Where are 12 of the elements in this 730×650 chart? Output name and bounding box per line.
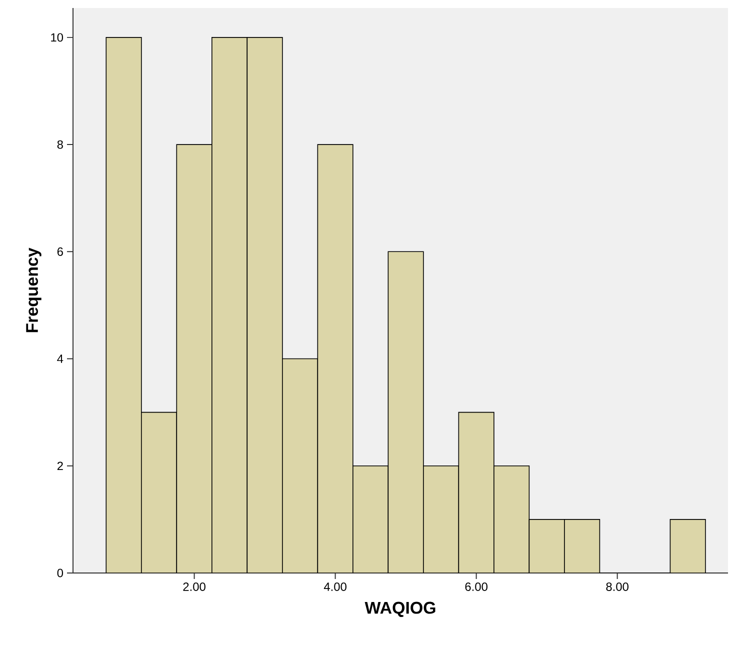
y-tick-label: 6 [57, 247, 63, 256]
y-tick-label: 10 [51, 33, 64, 42]
y-tick-label: 8 [57, 140, 63, 149]
x-tick-label: 2.00 [183, 582, 206, 591]
y-tick-label: 4 [57, 354, 64, 363]
y-axis-title: Frequency [26, 248, 42, 332]
x-tick-label: 8.00 [606, 582, 628, 591]
y-tick-label: 0 [57, 568, 64, 578]
y-tick-label: 2 [57, 462, 63, 470]
x-axis-title: WAQIOG [364, 602, 436, 617]
x-tick-label: 6.00 [465, 582, 488, 591]
x-tick-label: 4.00 [324, 582, 346, 591]
